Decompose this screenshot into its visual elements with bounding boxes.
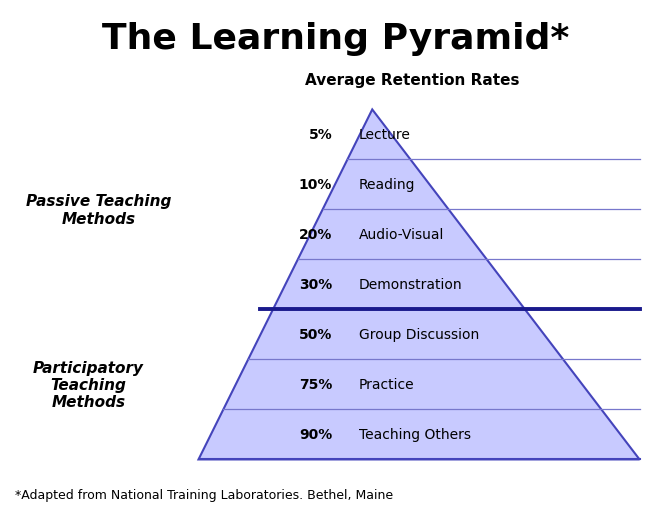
Text: Passive Teaching
Methods: Passive Teaching Methods: [25, 194, 171, 226]
Text: Group Discussion: Group Discussion: [359, 328, 479, 342]
Text: Audio-Visual: Audio-Visual: [359, 228, 444, 242]
Polygon shape: [199, 110, 639, 460]
Text: The Learning Pyramid*: The Learning Pyramid*: [102, 22, 569, 55]
Text: Participatory
Teaching
Methods: Participatory Teaching Methods: [33, 360, 144, 410]
Text: 20%: 20%: [299, 228, 332, 242]
Text: 30%: 30%: [299, 278, 332, 292]
Text: 5%: 5%: [309, 128, 332, 142]
Text: Teaching Others: Teaching Others: [359, 428, 471, 442]
Text: 50%: 50%: [299, 328, 332, 342]
Text: Practice: Practice: [359, 378, 415, 391]
Text: 90%: 90%: [299, 428, 332, 442]
Text: 10%: 10%: [299, 178, 332, 192]
Text: 75%: 75%: [299, 378, 332, 391]
Text: Demonstration: Demonstration: [359, 278, 462, 292]
Text: *Adapted from National Training Laboratories. Bethel, Maine: *Adapted from National Training Laborato…: [15, 489, 393, 501]
Text: Reading: Reading: [359, 178, 415, 192]
Text: Lecture: Lecture: [359, 128, 411, 142]
Text: Average Retention Rates: Average Retention Rates: [305, 72, 519, 88]
